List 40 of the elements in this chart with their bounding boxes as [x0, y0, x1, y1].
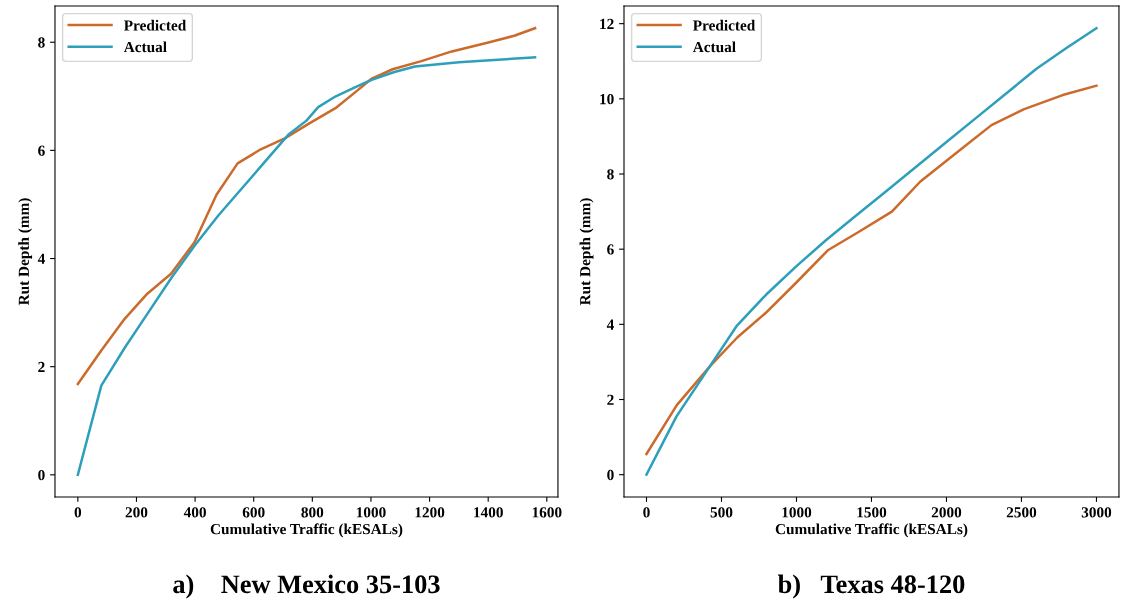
- legend-label: Predicted: [693, 19, 756, 31]
- legend-label: Actual: [692, 41, 736, 53]
- x-tick-label: 2000: [931, 507, 962, 518]
- y-tick-label: 4: [606, 319, 614, 330]
- x-tick-label: 1400: [474, 507, 503, 518]
- x-axis-title: Cumulative Traffic (kESALs): [210, 523, 403, 538]
- line-series: [645, 84, 1098, 456]
- text: b) Texas 48-120: [777, 574, 965, 599]
- x-tick-label: 200: [125, 507, 148, 518]
- line-series: [76, 56, 537, 477]
- y-tick-label: 8: [607, 169, 614, 180]
- y-tick-label: 0: [607, 469, 614, 481]
- y-axis-title: Rut Depth (mm): [18, 198, 33, 306]
- x-tick-label: 800: [301, 507, 324, 518]
- x-tick-label: 1200: [415, 507, 445, 518]
- y-tick-label: 12: [600, 18, 614, 29]
- y-axis-title: Rut Depth (mm): [579, 198, 594, 306]
- y-tick-label: 6: [607, 244, 614, 255]
- y-tick-label: 2: [38, 361, 45, 372]
- legend-label: Actual: [123, 41, 167, 53]
- x-tick-label: 500: [710, 507, 733, 518]
- x-tick-label: 1600: [532, 507, 562, 518]
- legend-label: Predicted: [123, 19, 187, 31]
- x-tick-label: 2500: [1006, 507, 1037, 518]
- x-tick-label: 400: [183, 507, 206, 518]
- y-tick-label: 2: [607, 394, 614, 405]
- y-tick-label: 4: [37, 253, 45, 264]
- x-axis-title: Cumulative Traffic (kESALs): [775, 523, 968, 538]
- x-tick-label: 0: [643, 507, 650, 518]
- y-tick-label: 0: [38, 469, 45, 481]
- y-tick-label: 10: [600, 93, 614, 105]
- x-tick-label: 600: [242, 507, 265, 518]
- y-tick-label: 8: [38, 37, 45, 48]
- x-tick-label: 1000: [782, 507, 812, 518]
- text: a) New Mexico 35-103: [173, 574, 440, 599]
- x-tick-label: 1000: [356, 507, 386, 518]
- x-tick-label: 3000: [1081, 507, 1112, 518]
- x-tick-label: 1500: [857, 507, 887, 518]
- y-tick-label: 6: [38, 145, 45, 156]
- x-tick-label: 0: [74, 507, 82, 518]
